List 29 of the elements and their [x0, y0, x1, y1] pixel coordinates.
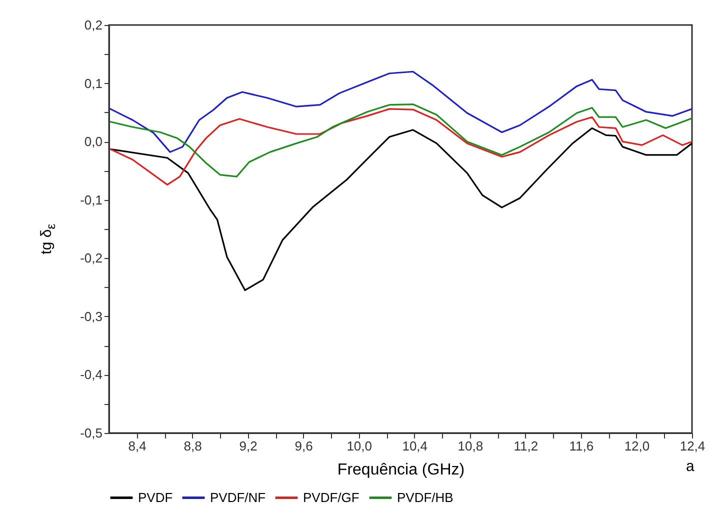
- y-tick-label: -0,5: [80, 426, 102, 440]
- x-axis-title: Frequência (GHz): [337, 462, 465, 478]
- x-tick-label: 11,6: [569, 438, 594, 454]
- y-tick-label: 0,1: [84, 76, 102, 91]
- legend-label: PVDF/NF: [210, 490, 266, 505]
- line-series: [110, 70, 692, 153]
- text: a: [686, 458, 694, 475]
- line-series: [110, 108, 692, 186]
- x-tick-label: 10,4: [402, 438, 428, 454]
- x-tick-label: 12,0: [624, 438, 650, 454]
- y-tick-label: 0,0: [84, 134, 102, 150]
- x-tick-label: 9,2: [239, 438, 258, 454]
- x-tick-label: 8,4: [128, 438, 146, 454]
- line-series: [110, 127, 692, 291]
- y-tick-label: -0,1: [80, 192, 102, 208]
- line-series: [110, 103, 692, 178]
- legend-label: PVDF/GF: [303, 490, 360, 505]
- y-tick-label: -0,2: [80, 250, 102, 266]
- x-tick-label: 12,4: [680, 438, 706, 454]
- x-tick-label: 10,8: [458, 438, 484, 454]
- x-tick-label: 8,8: [184, 438, 202, 454]
- legend-label: PVDF/HB: [397, 490, 454, 505]
- x-tick-label: 10,0: [346, 438, 372, 454]
- x-tick-label: 9,6: [294, 438, 313, 454]
- y-tick-label: -0,3: [80, 308, 102, 324]
- y-tick-label: -0,4: [80, 367, 102, 382]
- legend-label: PVDF: [138, 490, 173, 505]
- y-tick-label: 0,2: [84, 18, 102, 32]
- x-tick-label: 11,2: [514, 438, 538, 454]
